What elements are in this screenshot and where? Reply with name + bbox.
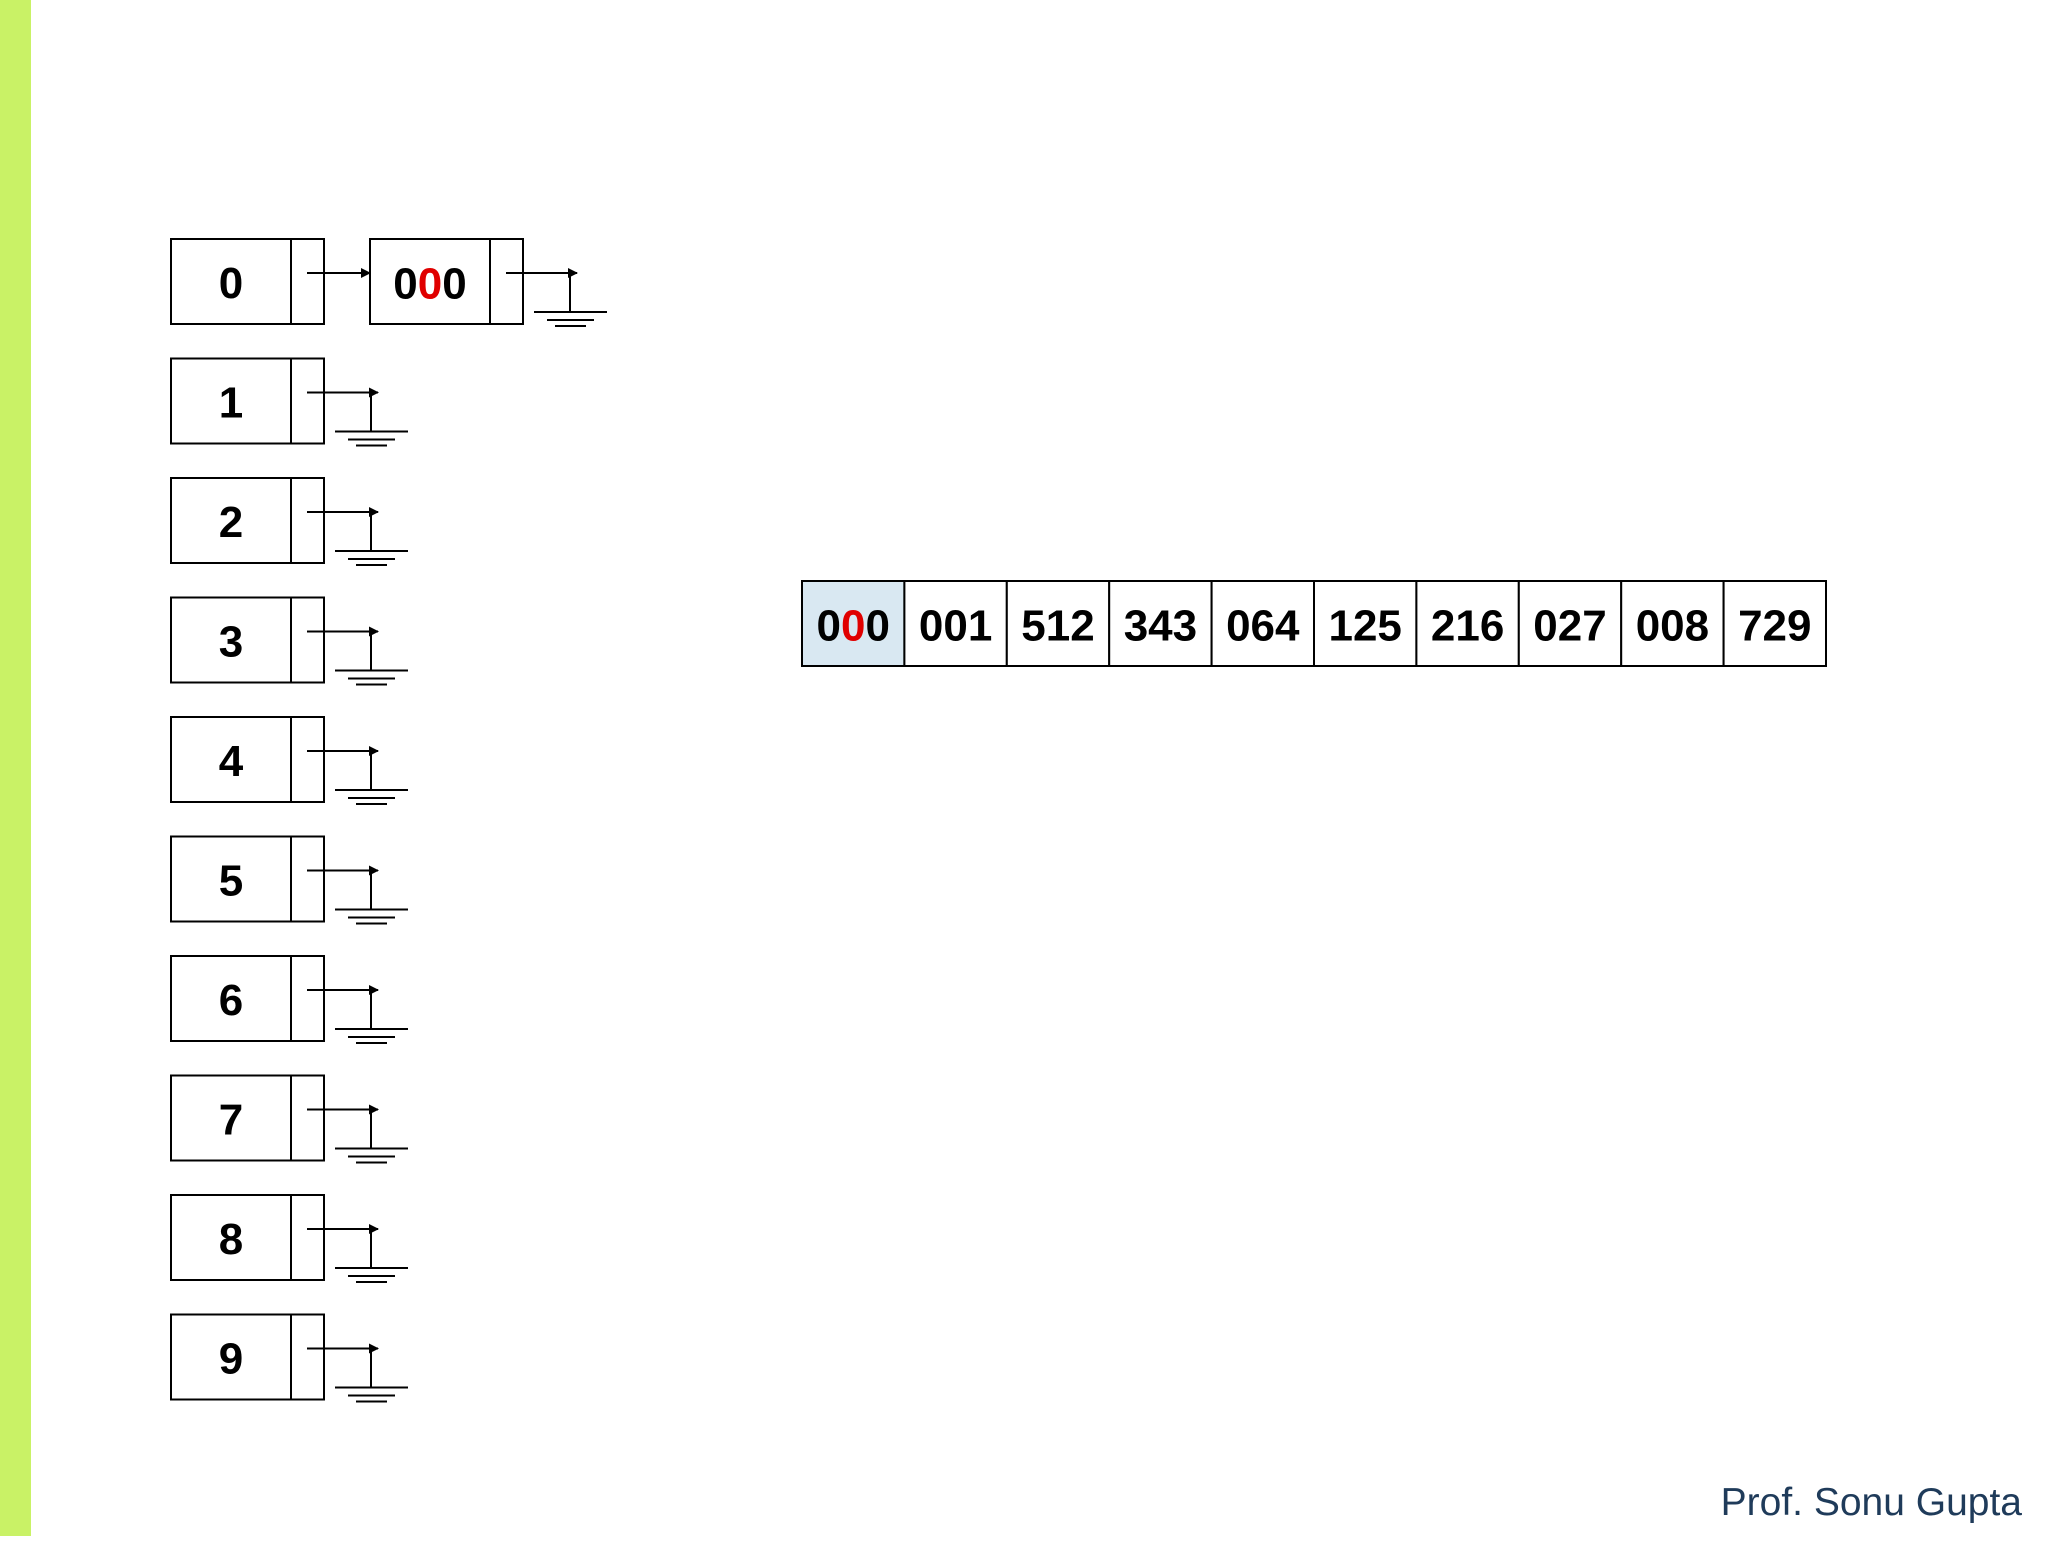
bucket-label: 9 — [219, 1335, 243, 1384]
cell-text: 000 — [393, 259, 466, 308]
digit: 008 — [1636, 601, 1709, 650]
array-cell — [1313, 580, 1418, 667]
cell-text: 064 — [1226, 601, 1300, 650]
digit: 0 — [442, 259, 466, 308]
array-cell — [1415, 580, 1520, 667]
digit: 216 — [1431, 601, 1504, 650]
array-cell — [1722, 580, 1827, 667]
bucket-box — [170, 835, 325, 923]
bucket-label: 0 — [219, 259, 243, 308]
bucket-box — [170, 1194, 325, 1281]
bucket-label: 3 — [219, 618, 243, 667]
bucket-label: 8 — [219, 1215, 243, 1264]
digit: 064 — [1226, 601, 1300, 650]
cell-text: 512 — [1021, 601, 1094, 650]
cell-text: 125 — [1328, 601, 1401, 650]
cell-text: 027 — [1533, 601, 1606, 650]
bucket-box — [170, 1313, 325, 1401]
array-cell — [903, 580, 1008, 667]
bucket-label: 6 — [219, 976, 243, 1025]
footer: Prof. Sonu Gupta — [1721, 1481, 2023, 1524]
bucket-label: 7 — [219, 1096, 243, 1145]
digit: 343 — [1124, 601, 1197, 650]
array-cell — [1517, 580, 1623, 667]
bucket-box — [170, 357, 325, 445]
list-node — [369, 238, 524, 325]
bucket-box — [170, 477, 325, 564]
array-cell — [1108, 580, 1213, 667]
digit: 0 — [841, 601, 865, 650]
bucket-label: 1 — [219, 379, 243, 428]
digit: 729 — [1738, 601, 1811, 650]
bucket-box — [170, 238, 325, 325]
cell-text: 001 — [919, 601, 992, 650]
cell-text: 000 — [816, 601, 889, 650]
digit: 0 — [865, 601, 889, 650]
bucket-box — [170, 716, 325, 803]
digit: 0 — [393, 259, 417, 308]
cell-text: 343 — [1124, 601, 1197, 650]
accent-bar — [0, 0, 31, 1536]
digit: 027 — [1533, 601, 1606, 650]
array-cell — [801, 580, 906, 667]
bucket-label: 2 — [219, 498, 243, 547]
digit: 001 — [919, 601, 992, 650]
bucket-box — [170, 1074, 325, 1162]
digit: 0 — [816, 601, 840, 650]
bucket-label: 4 — [219, 737, 244, 786]
bucket-box — [170, 955, 325, 1042]
bucket-label: 5 — [219, 857, 243, 906]
bucket-box — [170, 596, 325, 684]
digit: 0 — [418, 259, 442, 308]
cell-text: 216 — [1431, 601, 1504, 650]
cell-text: 008 — [1636, 601, 1709, 650]
array-cell — [1005, 580, 1111, 667]
array-cell — [1210, 580, 1315, 667]
digit: 512 — [1021, 601, 1094, 650]
cell-text: 729 — [1738, 601, 1811, 650]
digit: 125 — [1328, 601, 1401, 650]
